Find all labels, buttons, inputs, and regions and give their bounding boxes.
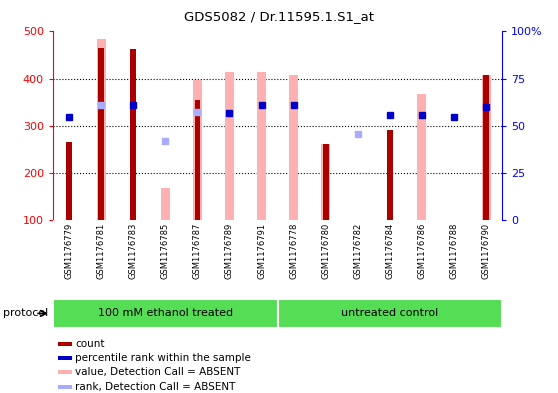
Bar (323, 144, 329, 220)
Bar (193, 79, 202, 220)
Bar (131, 50, 136, 220)
Text: protocol: protocol (3, 309, 48, 318)
Bar (57, 342, 73, 346)
Text: GSM1176788: GSM1176788 (450, 222, 459, 279)
Text: GSM1176780: GSM1176780 (321, 222, 330, 279)
Bar (482, 75, 490, 220)
Bar (321, 144, 330, 220)
Text: GSM1176791: GSM1176791 (257, 222, 266, 279)
Text: GDS5082 / Dr.11595.1.S1_at: GDS5082 / Dr.11595.1.S1_at (184, 10, 374, 23)
Text: GSM1176786: GSM1176786 (417, 222, 426, 279)
Bar (225, 72, 234, 220)
Bar (257, 72, 266, 220)
Text: GSM1176785: GSM1176785 (161, 222, 170, 279)
Text: count: count (75, 339, 104, 349)
Text: value, Detection Call = ABSENT: value, Detection Call = ABSENT (75, 367, 240, 377)
Text: GSM1176782: GSM1176782 (353, 222, 362, 279)
Bar (417, 94, 426, 220)
Bar (195, 100, 200, 220)
Text: untreated control: untreated control (341, 309, 439, 318)
Text: GSM1176778: GSM1176778 (289, 222, 298, 279)
Bar (387, 130, 393, 220)
Text: 100 mM ethanol treated: 100 mM ethanol treated (98, 309, 233, 318)
Bar (66, 142, 72, 220)
Text: GSM1176783: GSM1176783 (129, 222, 138, 279)
Text: GSM1176789: GSM1176789 (225, 222, 234, 279)
Text: GSM1176784: GSM1176784 (386, 222, 395, 279)
Text: rank, Detection Call = ABSENT: rank, Detection Call = ABSENT (75, 382, 235, 392)
Bar (97, 39, 105, 220)
Text: percentile rank within the sample: percentile rank within the sample (75, 353, 251, 363)
Text: GSM1176779: GSM1176779 (65, 222, 74, 279)
Text: GSM1176787: GSM1176787 (193, 222, 202, 279)
Bar (57, 385, 73, 389)
Text: GSM1176790: GSM1176790 (482, 222, 490, 279)
Bar (289, 75, 298, 220)
Bar (57, 371, 73, 374)
Bar (278, 299, 502, 328)
Bar (161, 188, 170, 220)
Bar (53, 299, 278, 328)
Bar (483, 75, 489, 220)
Text: GSM1176781: GSM1176781 (97, 222, 105, 279)
Bar (98, 48, 104, 220)
Bar (57, 356, 73, 360)
